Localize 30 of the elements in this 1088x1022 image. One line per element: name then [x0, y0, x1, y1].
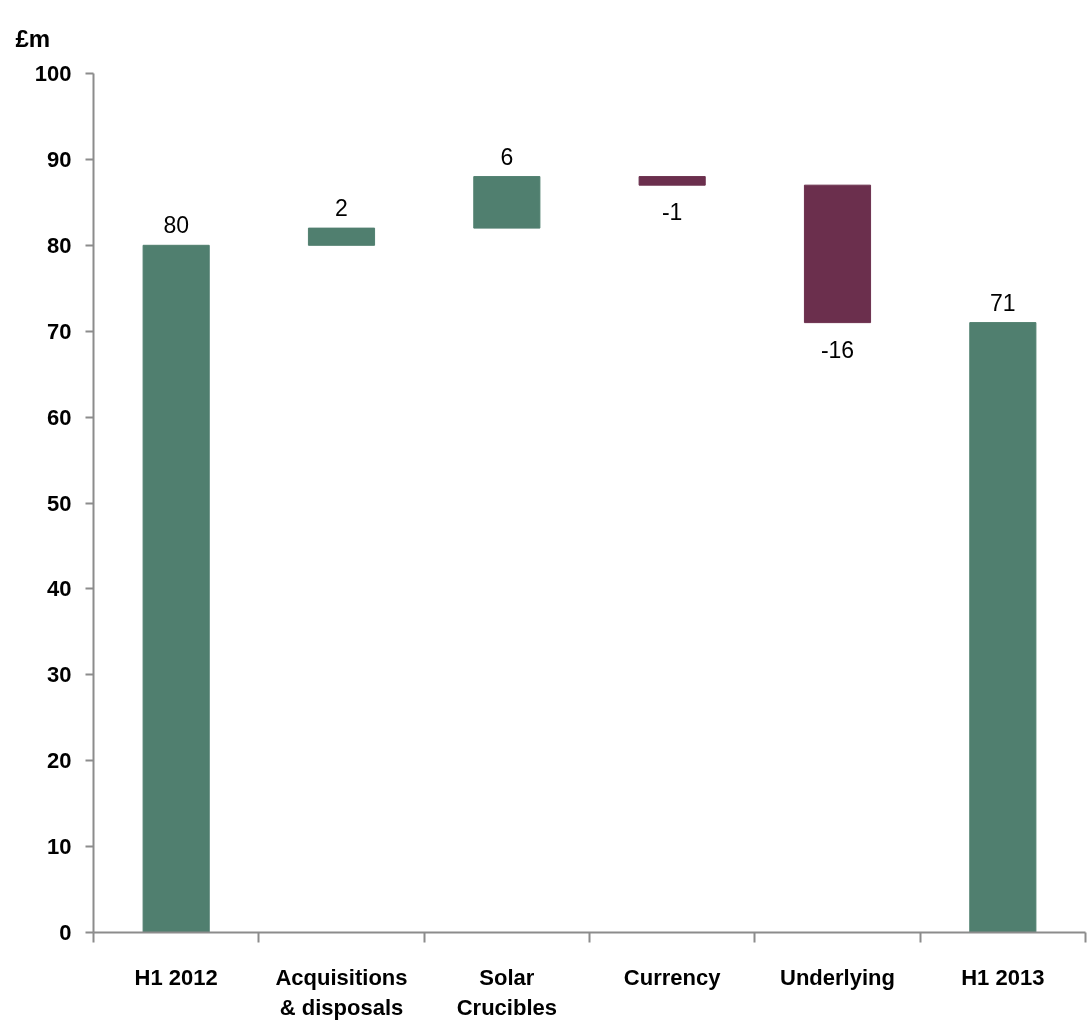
data-label: 6: [500, 143, 514, 170]
data-label: -1: [661, 199, 683, 226]
y-tick-label: 80: [47, 232, 72, 258]
bar: [803, 184, 872, 324]
y-tick-label: 30: [47, 662, 72, 688]
y-tick-label: 0: [59, 920, 72, 945]
y-tick-label: 40: [47, 576, 72, 602]
y-tick-label: 70: [47, 318, 72, 344]
bar: [142, 244, 210, 933]
x-tick-label: Underlying: [780, 964, 895, 990]
x-tick-label: Acquisitions & disposals: [275, 964, 408, 1020]
bar: [638, 176, 706, 186]
x-tick-label: H1 2013: [961, 964, 1045, 990]
data-label: 2: [335, 195, 348, 222]
x-tick-label: Currency: [623, 964, 722, 990]
data-label: -16: [820, 336, 855, 363]
bar: [307, 227, 376, 246]
bar: [473, 176, 541, 229]
y-axis-title: £m: [15, 24, 51, 52]
data-label: 80: [163, 212, 189, 239]
y-tick-label: 100: [34, 61, 72, 86]
x-tick-label: Solar Crucibles: [456, 964, 557, 1020]
x-tick-label: H1 2012: [134, 964, 218, 990]
data-label: 71: [990, 289, 1016, 316]
y-tick-label: 90: [47, 146, 72, 172]
y-tick-label: 20: [47, 748, 72, 774]
bar: [969, 322, 1037, 933]
y-tick-label: 60: [47, 404, 72, 430]
y-tick-label: 10: [47, 834, 72, 860]
y-tick-label: 50: [47, 490, 72, 516]
